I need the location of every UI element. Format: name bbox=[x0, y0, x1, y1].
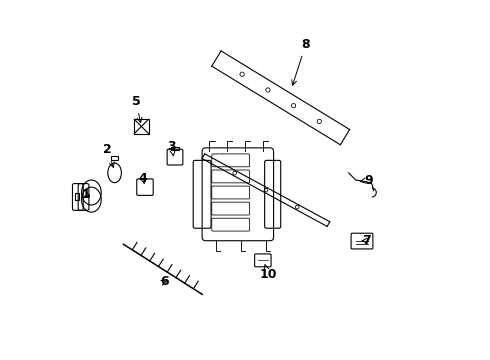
Text: 8: 8 bbox=[292, 38, 310, 85]
Bar bbox=[111, 156, 118, 160]
Text: 10: 10 bbox=[260, 265, 277, 281]
Text: 6: 6 bbox=[160, 275, 169, 288]
Text: 5: 5 bbox=[132, 95, 142, 123]
Bar bbox=[75, 193, 79, 200]
Text: 4: 4 bbox=[139, 172, 147, 185]
Bar bbox=[171, 148, 179, 150]
Text: 7: 7 bbox=[362, 234, 371, 247]
Text: 3: 3 bbox=[168, 140, 176, 156]
Text: 9: 9 bbox=[360, 174, 372, 186]
Text: 2: 2 bbox=[103, 143, 114, 167]
Bar bbox=[134, 119, 148, 134]
Text: 1: 1 bbox=[82, 188, 91, 201]
